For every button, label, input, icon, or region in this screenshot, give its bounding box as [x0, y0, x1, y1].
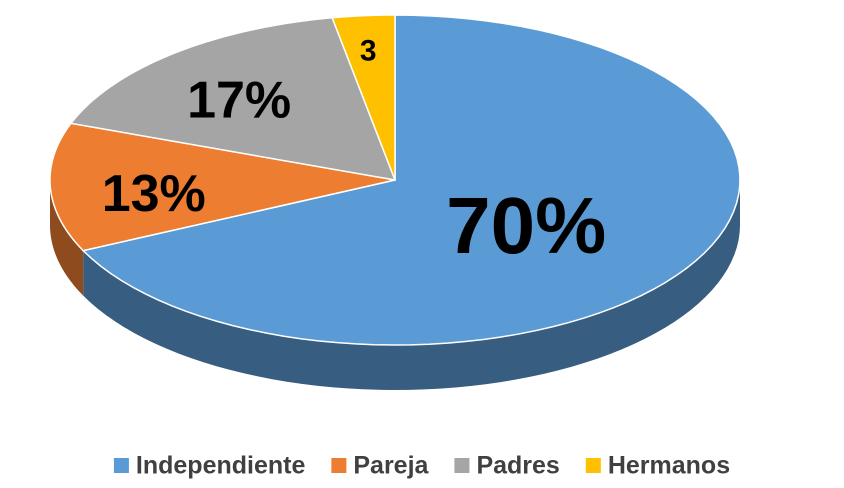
legend-swatch: [454, 458, 470, 473]
legend-swatch: [585, 458, 601, 473]
legend-label: Hermanos: [608, 452, 730, 480]
pie-side: [83, 180, 740, 390]
data-label: 17%: [187, 72, 291, 130]
pie-slice: [49, 122, 396, 252]
legend: Independiente Pareja Padres Hermanos: [113, 452, 730, 480]
data-label: 70%: [446, 181, 606, 270]
legend-label: Independiente: [136, 452, 306, 480]
pie-slice: [331, 14, 396, 181]
pie-slice: [81, 14, 741, 346]
pie-side: [50, 180, 84, 296]
data-label: 13%: [102, 165, 206, 223]
legend-label: Pareja: [353, 452, 429, 480]
legend-swatch: [331, 458, 347, 473]
data-label: 3: [360, 34, 377, 67]
legend-label: Padres: [476, 452, 559, 480]
legend-swatch: [113, 458, 129, 473]
pie-slice: [69, 16, 397, 181]
